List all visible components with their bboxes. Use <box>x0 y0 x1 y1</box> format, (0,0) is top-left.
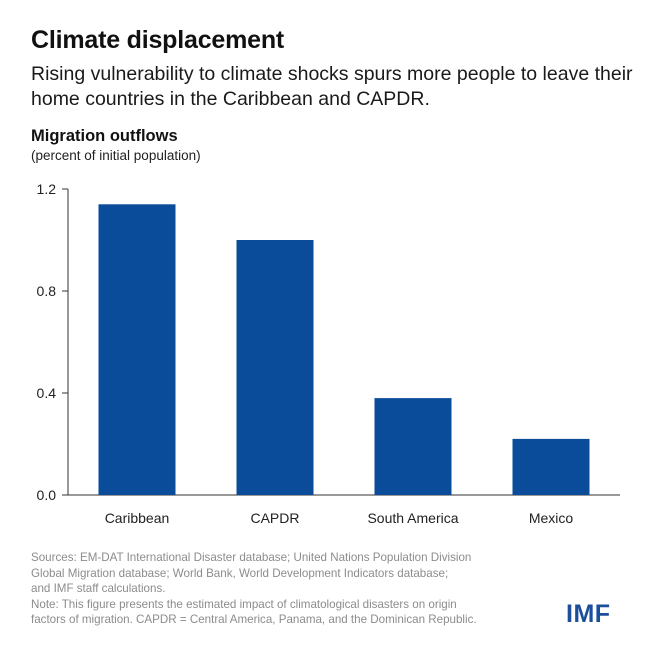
bar-chart: 0.0 0.4 0.8 1.2 Caribbean CAPDR South America M… <box>37 181 620 526</box>
x-tick-label: Mexico <box>529 510 574 526</box>
source-line: Sources: EM-DAT International Disaster d… <box>31 551 472 564</box>
chart-title: Migration outflows <box>31 127 178 145</box>
source-line: Note: This figure presents the estimated… <box>31 597 457 611</box>
bar <box>236 240 314 495</box>
bar <box>512 438 590 495</box>
chart-unit-label: (percent of initial population) <box>31 148 201 163</box>
source-line: and IMF staff calculations. <box>31 582 166 595</box>
y-tick-label: 1.2 <box>37 181 57 197</box>
source-line: factors of migration. CAPDR = Central Am… <box>31 613 477 626</box>
page-title: Climate displacement <box>31 26 285 54</box>
bar <box>374 398 452 495</box>
x-tick-label: South America <box>367 510 458 526</box>
y-tick-label: 0.4 <box>37 385 57 401</box>
source-line: Global Migration database; World Bank, W… <box>31 566 449 580</box>
bar <box>98 204 176 496</box>
x-tick-label: Caribbean <box>105 510 170 526</box>
y-tick-label: 0.8 <box>37 283 57 299</box>
x-tick-label: CAPDR <box>250 510 299 526</box>
y-tick-label: 0.0 <box>37 487 57 503</box>
page-subtitle: Rising vulnerability to climate shocks s… <box>31 63 633 110</box>
imf-logo: IMF <box>566 600 611 628</box>
sources-note: Sources: EM-DAT International Disaster d… <box>31 550 571 628</box>
